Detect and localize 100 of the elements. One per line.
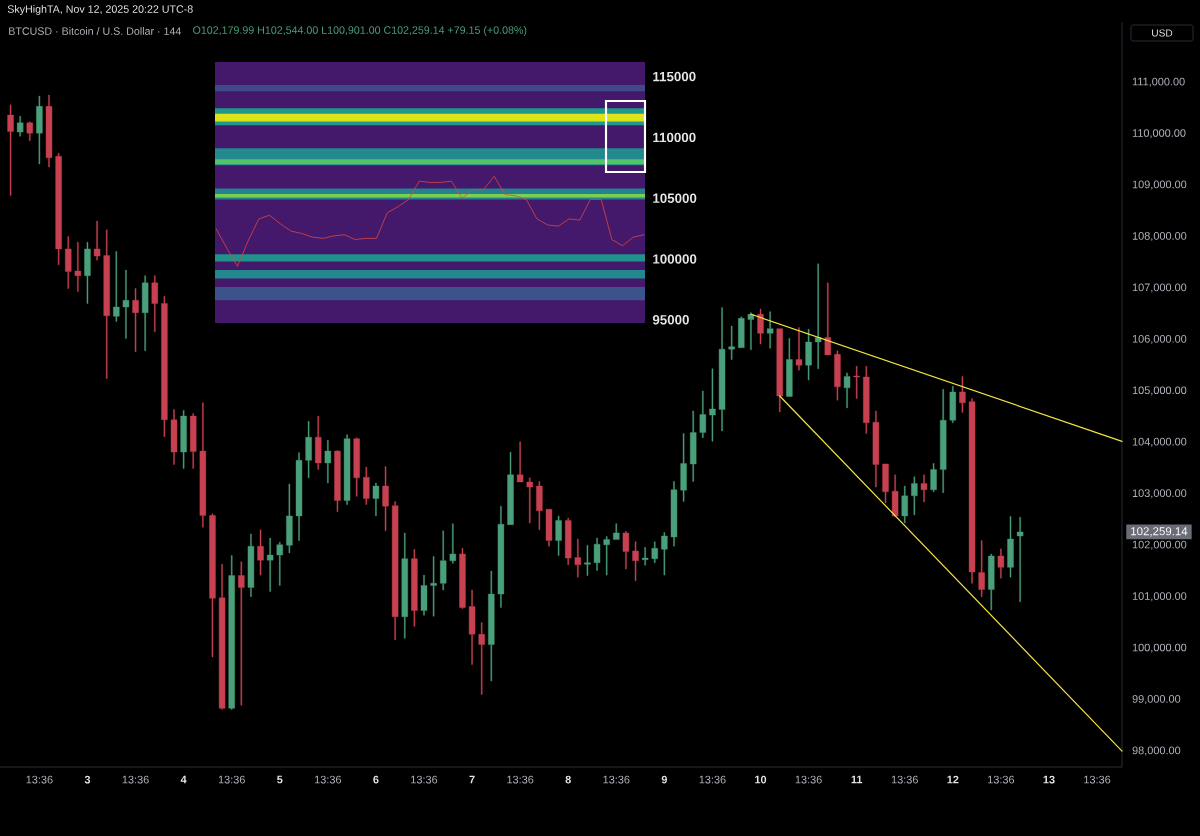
candlestick [449, 523, 457, 564]
y-tick-label: 103,000.00 [1132, 489, 1187, 499]
candlestick [286, 483, 293, 554]
candlestick [661, 532, 668, 576]
candlestick [690, 410, 697, 482]
candlestick [151, 275, 158, 332]
y-tick-label: 99,000.00 [1132, 695, 1181, 705]
x-tick-label: 13:36 [218, 775, 245, 784]
candlestick [891, 474, 899, 518]
candlestick [218, 564, 226, 710]
y-tick-label: 115000 [653, 71, 696, 82]
candlestick [84, 242, 91, 304]
candlestick [930, 463, 937, 492]
candlestick [93, 220, 101, 261]
candlestick [257, 529, 264, 576]
candlestick [757, 308, 764, 345]
x-tick-label: 4 [180, 775, 187, 784]
candlestick [228, 555, 235, 710]
x-tick-label: 13:36 [507, 775, 534, 784]
candlestick [65, 236, 72, 289]
candlestick [411, 549, 418, 627]
candlestick [872, 410, 880, 488]
x-tick-label: 6 [373, 775, 379, 784]
x-tick-label: 12 [947, 775, 959, 784]
candlestick [382, 466, 389, 532]
x-tick-label: 13:36 [795, 775, 822, 784]
candlestick [334, 450, 341, 513]
candlestick [74, 242, 82, 292]
candlestick [834, 350, 841, 401]
candlestick [401, 532, 408, 639]
y-tick-label: 107,000.00 [1132, 283, 1187, 293]
candlestick [940, 389, 947, 493]
candlestick [882, 463, 889, 504]
candlestick [170, 409, 178, 465]
candlestick [699, 390, 707, 438]
x-tick-label: 10 [755, 775, 767, 784]
y-tick-label: 95000 [652, 315, 689, 325]
candlestick [113, 251, 120, 322]
candlestick [603, 536, 610, 576]
y-tick-label: 100,000.00 [1132, 643, 1187, 653]
x-tick-label: 13:36 [315, 775, 342, 784]
chart-subtitle: O102,179.99 H102,544.00 L100,901.00 C102,259.14 +79.15 (+0.08%) [193, 26, 527, 36]
candlestick [45, 94, 53, 168]
y-tick-label: 109,000.00 [1132, 180, 1187, 190]
candlestick [776, 328, 783, 413]
candlestick [7, 104, 14, 196]
x-tick-label: 11 [851, 775, 863, 784]
x-tick-label: 13:36 [891, 775, 918, 784]
candlestick [805, 328, 812, 381]
candlestick [122, 269, 130, 339]
candlestick [305, 421, 312, 479]
y-tick-label: 101,000.00 [1132, 592, 1187, 602]
candlestick [959, 376, 966, 413]
candlestick [315, 415, 322, 470]
candlestick [247, 533, 255, 597]
candlestick [651, 541, 658, 563]
x-tick-label: 13:36 [603, 775, 630, 784]
text: SkyHighTA, Nov 12, 2025 20:22 UTC-8 [7, 5, 193, 15]
candlestick [209, 513, 216, 658]
y-tick-label: 98,000.00 [1132, 746, 1181, 756]
y-tick-label: 100000 [653, 254, 697, 264]
candlestick [978, 540, 985, 597]
candlestick [853, 366, 860, 399]
y-tick-label: 105000 [653, 193, 697, 203]
candlestick [459, 548, 466, 609]
candlestick [641, 547, 649, 566]
candlestick [526, 477, 533, 524]
candlestick [103, 229, 110, 379]
candlestick [363, 466, 370, 505]
candlestick [843, 372, 851, 409]
line-series [215, 175, 645, 267]
x-tick-label: 13 [1043, 775, 1055, 784]
y-tick-label: 106,000.00 [1132, 334, 1187, 344]
candlestick [372, 482, 380, 517]
candlestick [161, 296, 168, 437]
candlestick [1016, 517, 1024, 602]
candlestick [199, 402, 207, 528]
candlestick [911, 476, 918, 516]
candlestick [949, 386, 956, 423]
y-tick-label: 105,000.00 [1132, 386, 1187, 396]
candlestick [266, 537, 274, 592]
y-tick-label: 104,000.00 [1132, 437, 1187, 447]
candlestick [488, 570, 495, 682]
x-tick-label: 3 [84, 775, 91, 784]
candlestick [988, 553, 995, 611]
candlestick [420, 574, 428, 616]
x-tick-label: 5 [277, 775, 283, 784]
candlestick [353, 437, 360, 497]
candlestick [670, 481, 678, 547]
candlestick [795, 327, 803, 371]
candlestick [786, 338, 793, 397]
candlestick [997, 548, 1005, 579]
candlestick [430, 556, 437, 617]
x-tick-label: 13:36 [699, 775, 726, 784]
candlestick [565, 517, 572, 565]
candlestick [141, 275, 149, 351]
candlestick [632, 541, 639, 581]
candlestick [440, 530, 447, 591]
x-tick-label: 13:36 [411, 775, 438, 784]
candlestick [824, 282, 831, 356]
